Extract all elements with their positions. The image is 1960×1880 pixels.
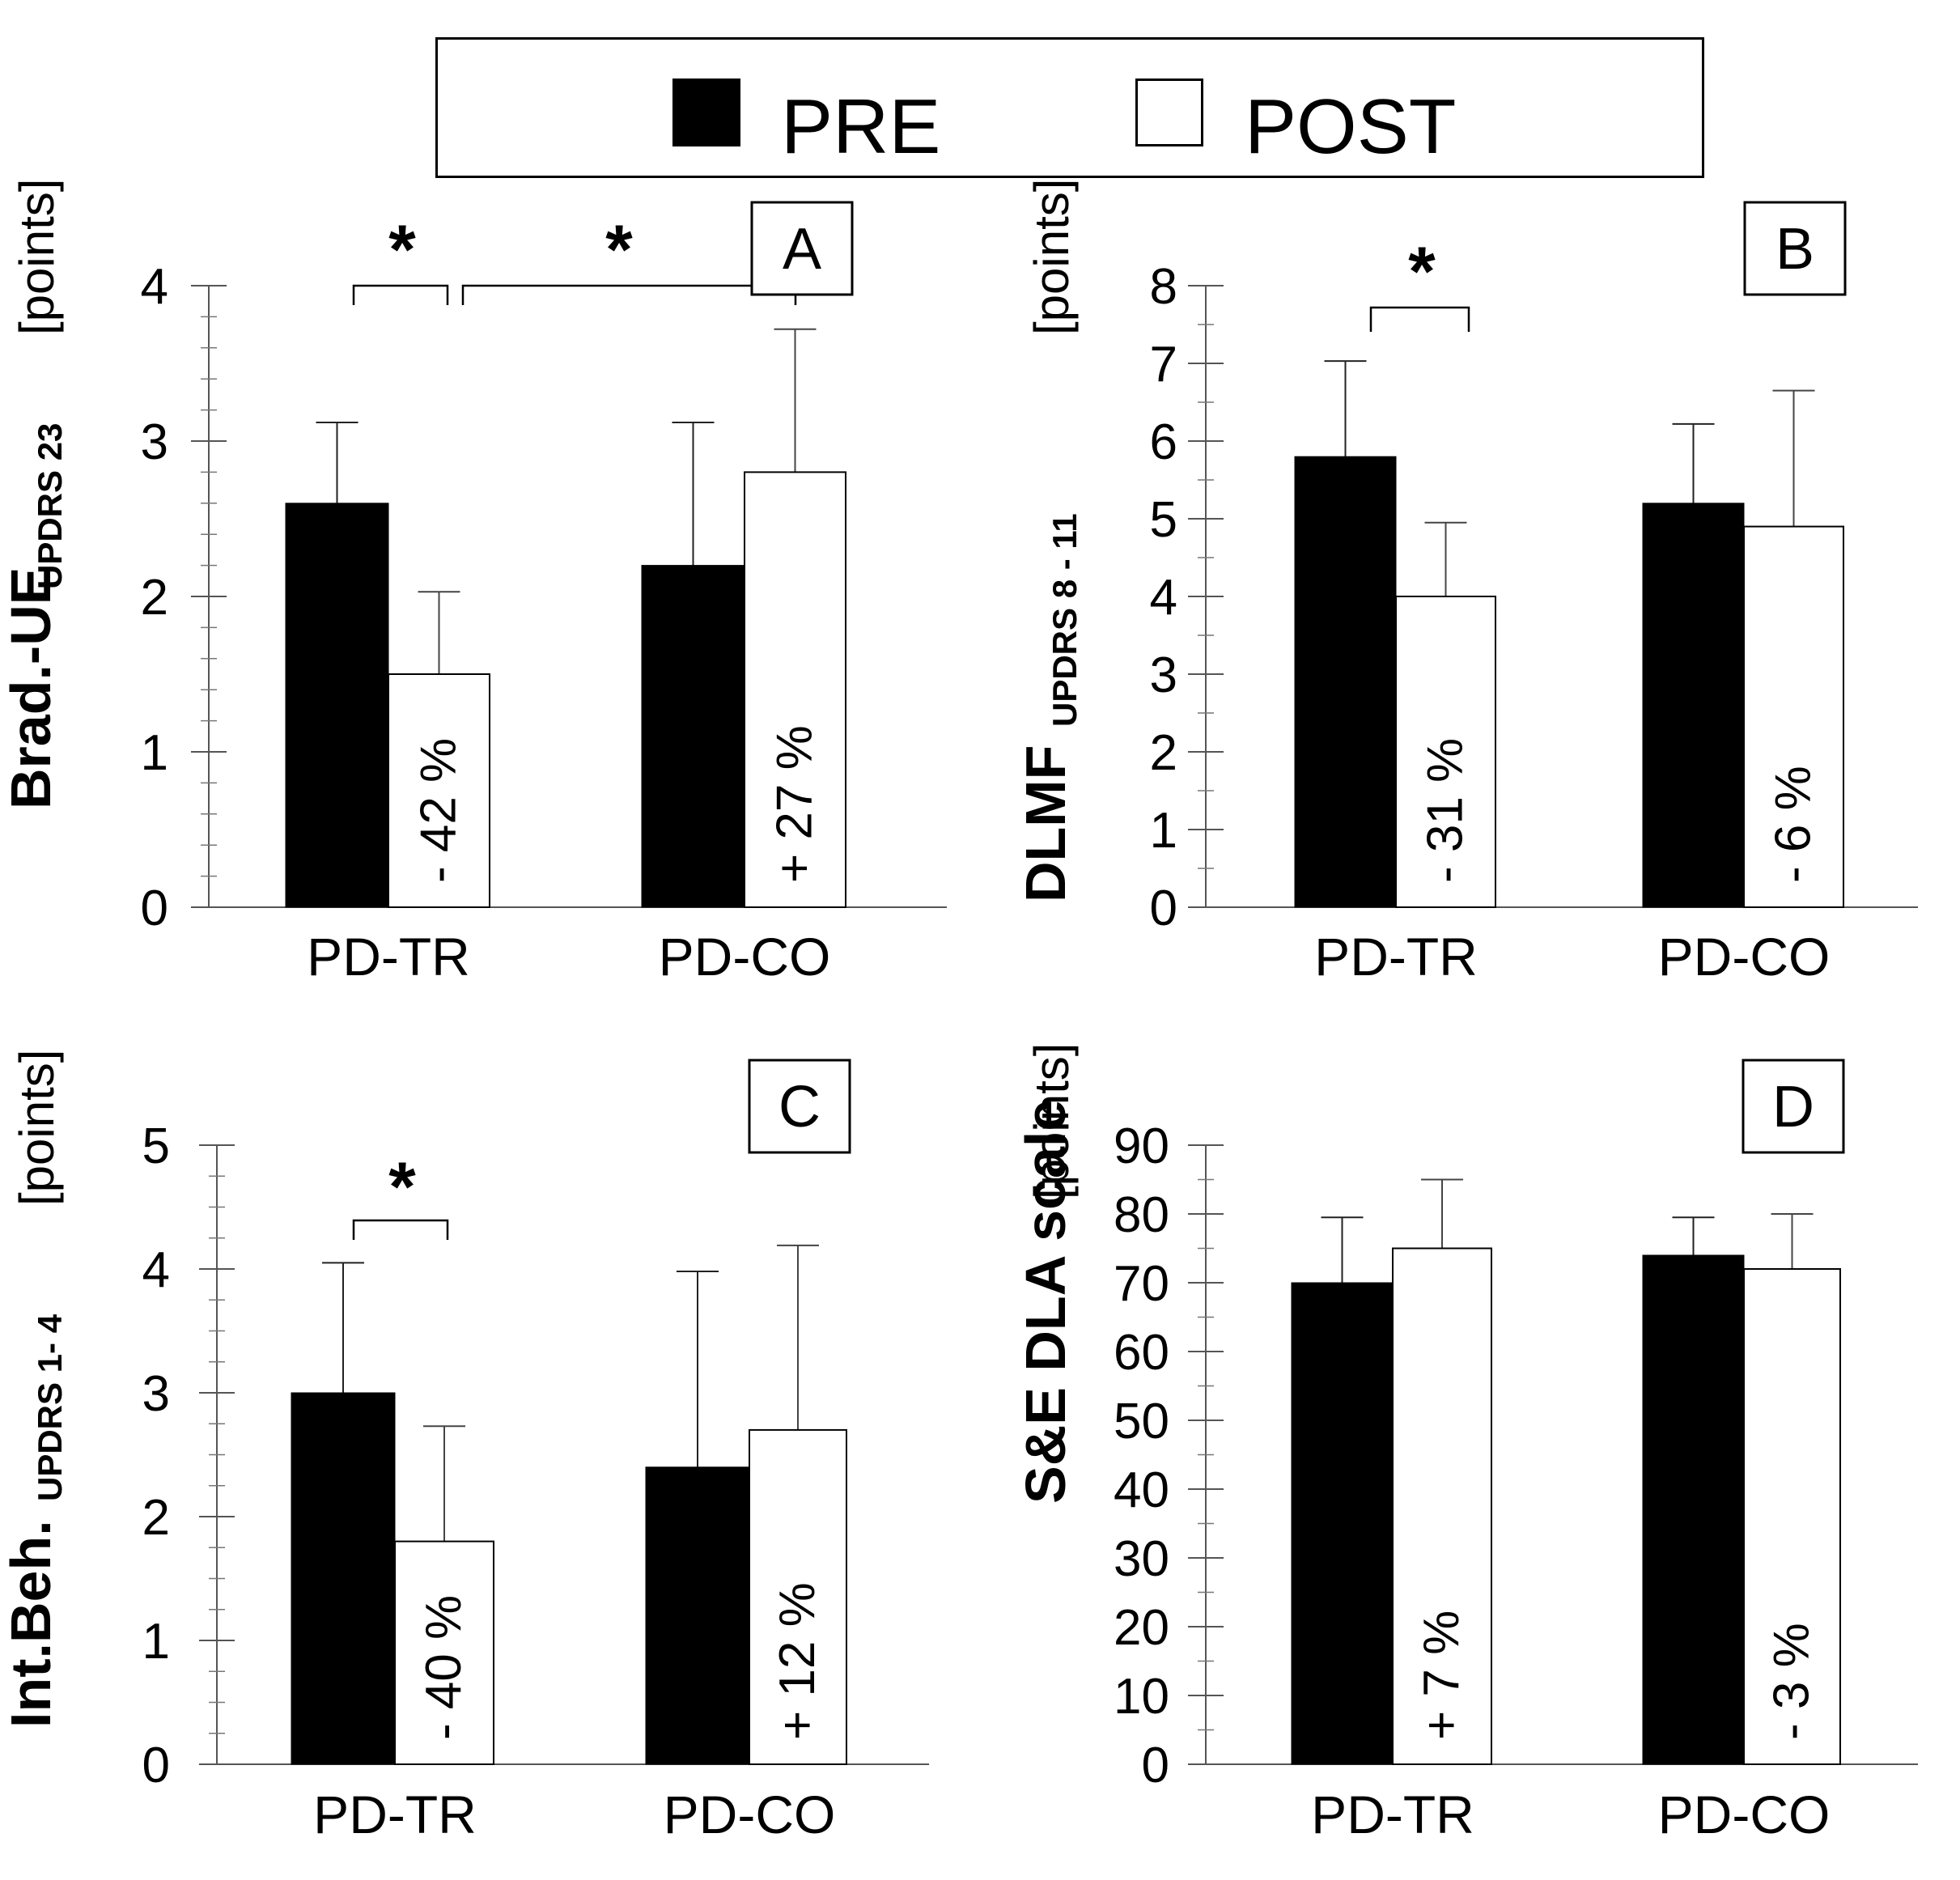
y-tick-label: 80 — [1114, 1187, 1169, 1243]
panel-b: 0 1 2 3 4 5 6 7 8 - 31 % - 6 % PD-TR PD-CO * B DLMF UPDR… — [1014, 179, 1918, 987]
panel-letter: A — [783, 217, 821, 282]
pre-bar-pd-co — [645, 1466, 750, 1765]
category-label: PD-CO — [659, 927, 831, 987]
y-tick-label: 40 — [1114, 1462, 1169, 1518]
y-tick-label: 3 — [142, 1366, 170, 1422]
post-bar-pd-co — [744, 471, 846, 908]
post-bar-pd-tr — [388, 673, 490, 908]
y-tick-label: 1 — [1150, 803, 1177, 859]
y-tick-label: 4 — [142, 1242, 170, 1298]
change-label: - 31 % — [1418, 738, 1474, 883]
change-label: - 6 % — [1766, 766, 1822, 883]
panel-letter-box — [750, 201, 854, 296]
y-tick-label: 0 — [141, 881, 168, 936]
y-axis-unit: [points] — [1025, 1043, 1079, 1199]
y-tick-label: 1 — [142, 1614, 170, 1670]
change-label: - 40 % — [416, 1595, 472, 1740]
legend: PRE POST — [435, 37, 1704, 178]
significance-bracket — [352, 284, 449, 305]
y-tick-label: 0 — [1150, 881, 1177, 936]
post-legend-label: POST — [1245, 83, 1457, 170]
panel-letter-box — [1742, 1059, 1845, 1154]
pre-bar-pd-tr — [1294, 456, 1397, 908]
y-tick-label: 4 — [141, 259, 168, 315]
panel-a: 0 1 2 3 4 - 42 % + 27 % PD-TR PD-CO * * A Brad.-UEUP… — [0, 179, 947, 987]
category-label: PD-CO — [1658, 927, 1831, 987]
y-tick-label: 10 — [1114, 1669, 1169, 1725]
pre-bar-pd-tr — [291, 1392, 396, 1765]
pre-legend-label: PRE — [781, 83, 941, 170]
y-tick-label: 5 — [1150, 492, 1177, 548]
pre-bar-pd-tr — [1291, 1282, 1394, 1765]
pre-bar-pd-co — [641, 565, 745, 908]
y-tick-label: 0 — [142, 1738, 170, 1793]
y-tick-label: 60 — [1114, 1325, 1169, 1381]
pre-bar-pd-co — [1642, 1254, 1745, 1765]
y-axis-subtitle: UPDRS 23 — [31, 423, 69, 589]
y-tick-label: 2 — [141, 570, 168, 626]
y-tick-label: 3 — [141, 414, 168, 470]
post-bar-pd-tr — [394, 1540, 494, 1765]
post-bar-pd-co — [749, 1428, 847, 1766]
change-label: + 12 % — [770, 1582, 825, 1740]
change-label: - 3 % — [1764, 1623, 1820, 1740]
post-bar-pd-tr — [1392, 1247, 1492, 1765]
panel-d: 0 10 20 30 40 50 60 70 80 90 + 7 % - 3 % PD-TR PD-CO D… — [1014, 1043, 1918, 1844]
y-axis-title: Int.Beh. — [0, 1520, 62, 1728]
y-tick-label: 8 — [1150, 259, 1177, 315]
y-tick-label: 20 — [1114, 1600, 1169, 1656]
category-label: PD-CO — [1658, 1785, 1831, 1844]
y-axis-unit: [points] — [1025, 179, 1079, 335]
post-bar-pd-co — [1743, 525, 1844, 908]
change-label: + 27 % — [767, 725, 823, 883]
y-tick-label: 6 — [1150, 414, 1177, 470]
panel-letter: D — [1772, 1075, 1814, 1139]
significance-bracket — [352, 1219, 449, 1240]
category-label: PD-TR — [1314, 927, 1478, 987]
y-tick-label: 2 — [142, 1490, 170, 1546]
post-bar-pd-co — [1743, 1268, 1841, 1765]
significance-bracket — [1369, 306, 1470, 332]
pre-bar-pd-co — [1642, 503, 1745, 908]
y-tick-label: 70 — [1114, 1256, 1169, 1312]
y-tick-label: 2 — [1150, 725, 1177, 781]
y-axis-subtitle: UPDRS 8 - 11 — [1046, 513, 1084, 727]
y-axis-title: Brad.-UE — [0, 567, 62, 809]
y-tick-label: 4 — [1150, 570, 1177, 626]
y-tick-label: 0 — [1142, 1738, 1169, 1793]
pre-bar-pd-tr — [285, 503, 389, 908]
category-label: PD-TR — [307, 927, 470, 987]
significance-star: * — [388, 1148, 416, 1226]
category-label: PD-TR — [1311, 1785, 1474, 1844]
panel-letter: C — [778, 1075, 821, 1139]
panel-c: 0 1 2 3 4 5 - 40 % + 12 % PD-TR PD-CO * C Int.Beh. UP… — [0, 1050, 929, 1844]
category-label: PD-TR — [313, 1785, 477, 1844]
category-label: PD-CO — [664, 1785, 836, 1844]
significance-star: * — [605, 211, 633, 289]
y-axis-title: S&E DLA scale — [1014, 1100, 1077, 1504]
y-tick-label: 90 — [1114, 1118, 1169, 1174]
post-bar-pd-tr — [1395, 596, 1496, 908]
panel-letter: B — [1775, 217, 1814, 282]
significance-star: * — [1408, 233, 1436, 311]
y-axis-subtitle: UPDRS 1- 4 — [31, 1313, 69, 1501]
change-label: - 42 % — [411, 738, 467, 883]
y-axis-unit: [points] — [10, 179, 64, 335]
y-tick-label: 50 — [1114, 1394, 1169, 1449]
change-label: + 7 % — [1414, 1611, 1470, 1740]
y-axis-unit: [points] — [10, 1050, 64, 1206]
y-axis-title: DLMF — [1014, 745, 1077, 902]
y-tick-label: 30 — [1114, 1531, 1169, 1587]
y-tick-label: 3 — [1150, 647, 1177, 703]
significance-star: * — [388, 211, 416, 289]
y-tick-label: 5 — [142, 1118, 170, 1174]
panel-letter-box — [748, 1059, 851, 1154]
y-tick-label: 7 — [1150, 337, 1177, 393]
panel-letter-box — [1743, 201, 1847, 296]
y-tick-label: 1 — [141, 725, 168, 781]
post-swatch — [1135, 79, 1203, 146]
pre-swatch — [672, 79, 740, 146]
